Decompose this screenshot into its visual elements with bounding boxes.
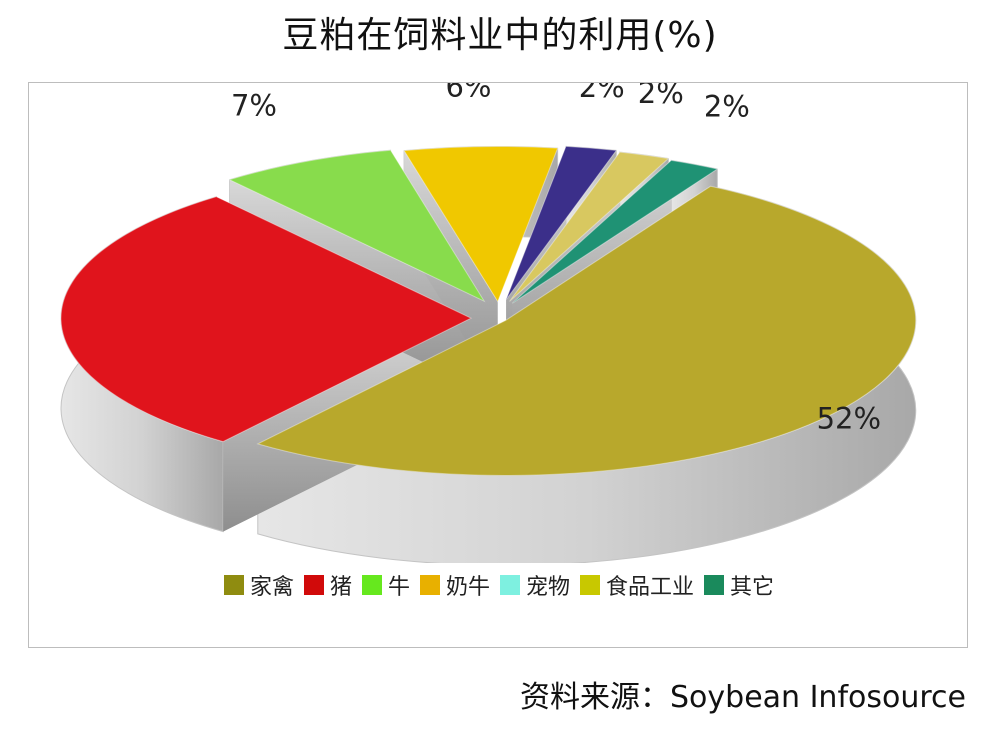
pie-value-label: 2% <box>579 83 625 104</box>
pie-slice-1 <box>256 185 917 476</box>
pie-value-label: 52% <box>817 401 881 435</box>
legend-swatch <box>361 575 382 595</box>
pie-slice-3 <box>228 149 486 303</box>
legend-item: 其它 <box>704 569 774 601</box>
legend-item: 食品工业 <box>580 569 694 601</box>
legend-label: 奶牛 <box>445 575 490 600</box>
legend-label: 宠物 <box>526 575 571 600</box>
pie-slice-2 <box>60 196 473 443</box>
source-note: 资料来源：Soybean Infosource <box>520 680 966 715</box>
legend-item: 奶牛 <box>419 569 490 601</box>
legend-label: 猪 <box>329 575 352 600</box>
legend-label: 其它 <box>730 575 775 600</box>
legend-swatch <box>580 575 601 595</box>
legend-swatch <box>419 575 440 595</box>
pie-chart: 52%29%7%6%2%2%2% <box>60 83 917 563</box>
legend-label: 食品工业 <box>606 575 695 600</box>
pie-value-label: 2% <box>704 90 750 124</box>
pie-slice-6 <box>509 151 670 302</box>
pie-slice-5 <box>505 145 618 301</box>
legend-item: 牛 <box>361 569 410 601</box>
legend-swatch <box>500 575 520 595</box>
pie-slice-7 <box>512 159 719 304</box>
pie-slice-4 <box>403 146 559 303</box>
pie-value-label: 2% <box>638 83 684 110</box>
pie-value-label: 6% <box>445 83 491 104</box>
legend-swatch <box>223 575 244 595</box>
chart-title: 豆粕在饲料业中的利用(%) <box>282 15 718 56</box>
legend-item: 猪 <box>303 569 352 601</box>
legend-swatch <box>303 575 324 595</box>
legend-swatch <box>704 575 725 595</box>
legend-item: 家禽 <box>223 569 294 601</box>
legend-label: 牛 <box>387 575 410 600</box>
pie-value-label: 7% <box>231 89 277 123</box>
legend-label: 家禽 <box>249 575 294 600</box>
chart-legend: 家禽 猪 牛 奶牛 宠物 食品工业 其它 <box>29 569 969 601</box>
legend-item: 宠物 <box>500 569 570 601</box>
